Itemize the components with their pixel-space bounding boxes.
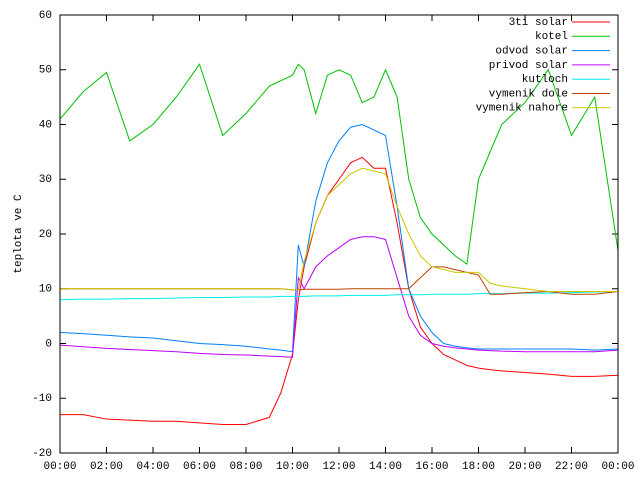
legend-label: privod solar: [489, 60, 568, 72]
legend-label: vymenik nahore: [476, 103, 568, 115]
x-tick-label: 04:00: [136, 461, 169, 473]
x-tick-label: 00:00: [43, 461, 76, 473]
x-tick-label: 18:00: [462, 461, 495, 473]
y-tick-label: 20: [39, 229, 52, 241]
plot-frame: [59, 14, 619, 454]
series-line: [60, 167, 618, 292]
x-tick-label: 22:00: [555, 461, 588, 473]
y-tick-label: 60: [39, 10, 52, 22]
series-line: [59, 236, 619, 358]
y-tick-label: 40: [39, 119, 52, 131]
y-tick-label: -20: [32, 448, 52, 460]
x-tick-label: 16:00: [415, 461, 448, 473]
y-tick-label: 50: [39, 65, 52, 77]
legend-label: vymenik dole: [489, 88, 568, 100]
series-line: [59, 63, 619, 265]
x-tick-label: 08:00: [229, 461, 262, 473]
x-tick-label: 14:00: [369, 461, 402, 473]
x-tick-label: 00:00: [601, 461, 634, 473]
legend-label: 3ti solar: [509, 17, 568, 29]
series-line: [59, 290, 619, 301]
legend-label: odvod solar: [495, 46, 568, 58]
y-tick-label: 10: [39, 284, 52, 296]
x-tick-label: 06:00: [183, 461, 216, 473]
legend-label: kotel: [535, 31, 568, 43]
x-tick-label: 02:00: [90, 461, 123, 473]
series-line: [60, 156, 619, 426]
legend-label: kutloch: [522, 74, 568, 86]
y-tick-label: -10: [32, 393, 52, 405]
y-axis-label: teplota ve C: [13, 194, 25, 274]
x-tick-label: 20:00: [508, 461, 541, 473]
y-tick-label: 0: [45, 338, 52, 350]
x-tick-label: 10:00: [276, 461, 309, 473]
y-tick-label: 30: [39, 174, 52, 186]
series-line: [59, 123, 619, 353]
x-tick-label: 12:00: [322, 461, 355, 473]
